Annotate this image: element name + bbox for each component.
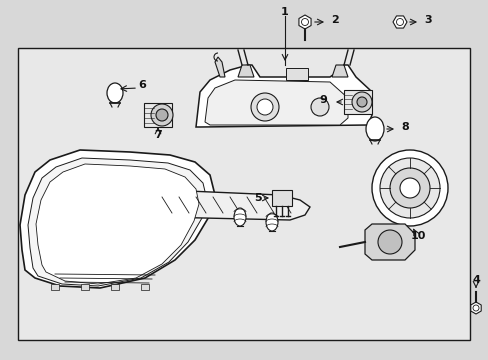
Polygon shape bbox=[204, 80, 347, 125]
Ellipse shape bbox=[107, 83, 123, 103]
Circle shape bbox=[356, 97, 366, 107]
Circle shape bbox=[156, 109, 168, 121]
Text: 10: 10 bbox=[409, 231, 425, 241]
Text: 4: 4 bbox=[471, 275, 479, 285]
Text: 2: 2 bbox=[330, 15, 338, 25]
Polygon shape bbox=[36, 164, 199, 284]
Polygon shape bbox=[364, 224, 414, 260]
Text: 9: 9 bbox=[318, 95, 326, 105]
Ellipse shape bbox=[365, 117, 383, 141]
Ellipse shape bbox=[234, 208, 245, 226]
Circle shape bbox=[379, 158, 439, 218]
Text: 3: 3 bbox=[423, 15, 431, 25]
Circle shape bbox=[472, 305, 478, 311]
Bar bbox=[51, 284, 59, 290]
Polygon shape bbox=[20, 150, 215, 288]
Bar bbox=[343, 90, 371, 114]
Circle shape bbox=[257, 99, 272, 115]
Bar bbox=[143, 103, 172, 127]
Polygon shape bbox=[331, 65, 347, 77]
Circle shape bbox=[250, 93, 279, 121]
Polygon shape bbox=[196, 65, 371, 127]
Circle shape bbox=[389, 168, 429, 208]
Circle shape bbox=[351, 92, 371, 112]
Polygon shape bbox=[238, 65, 253, 77]
Text: 8: 8 bbox=[400, 122, 408, 132]
Text: 5: 5 bbox=[254, 193, 261, 203]
Text: 7: 7 bbox=[154, 130, 162, 140]
Bar bbox=[81, 284, 89, 290]
Bar bbox=[18, 48, 469, 340]
Circle shape bbox=[310, 98, 328, 116]
Ellipse shape bbox=[265, 213, 278, 231]
Bar bbox=[285, 68, 307, 80]
Circle shape bbox=[377, 230, 401, 254]
Text: 6: 6 bbox=[138, 80, 145, 90]
Circle shape bbox=[371, 150, 447, 226]
Bar bbox=[271, 190, 291, 206]
Bar bbox=[111, 284, 119, 290]
Circle shape bbox=[396, 18, 403, 26]
Bar bbox=[141, 284, 149, 290]
Circle shape bbox=[301, 18, 308, 26]
Text: 1: 1 bbox=[281, 7, 288, 17]
Circle shape bbox=[399, 178, 419, 198]
Polygon shape bbox=[28, 158, 206, 286]
Polygon shape bbox=[148, 190, 309, 220]
Circle shape bbox=[151, 104, 173, 126]
Polygon shape bbox=[215, 57, 224, 77]
